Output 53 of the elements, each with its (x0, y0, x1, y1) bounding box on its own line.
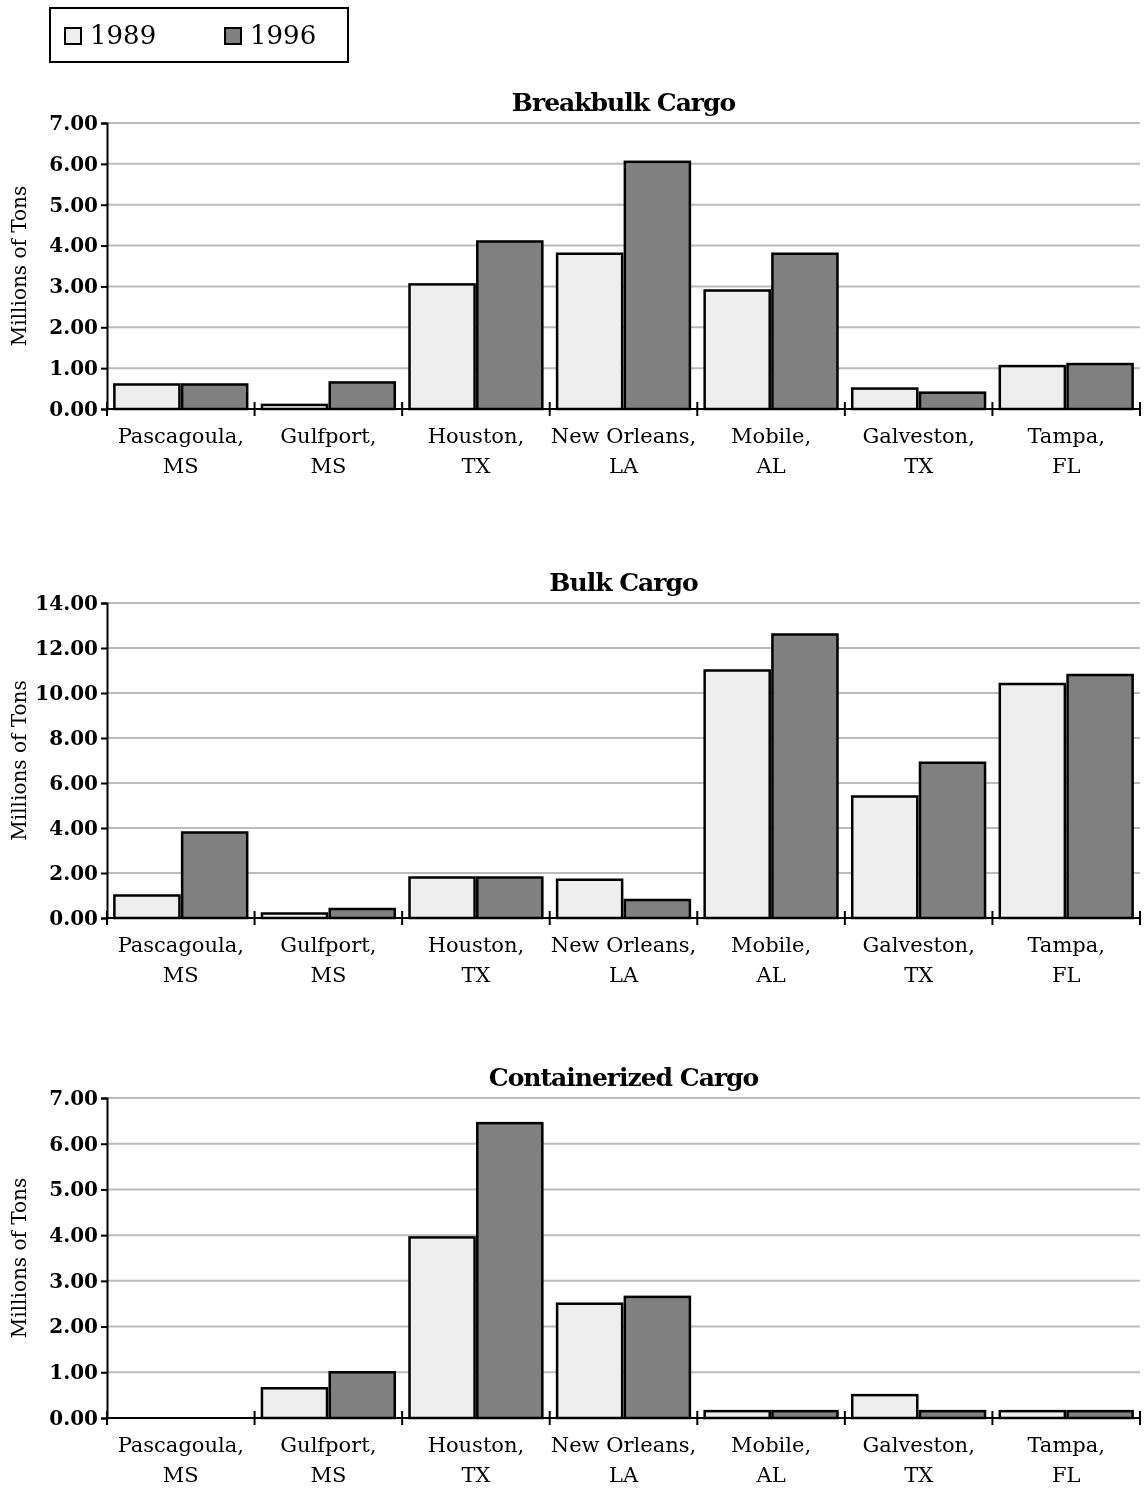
y-tick-label: 4.00 (49, 815, 98, 840)
y-tick-label: 5.00 (49, 192, 98, 217)
y-tick-label: 7.00 (49, 110, 98, 135)
x-tick-label: Houston, TX (427, 933, 525, 987)
y-axis-title: Millions of Tons (7, 185, 31, 347)
y-tick-label: 2.00 (49, 315, 98, 340)
y-tick-label: 6.00 (49, 151, 98, 176)
y-tick-label: 8.00 (49, 725, 98, 750)
y-tick-label: 0.00 (49, 905, 98, 930)
x-tick-label: Gulfport, MS (280, 1433, 377, 1487)
x-tick-label: Tampa, FL (1027, 424, 1105, 478)
x-tick-label: Mobile, AL (731, 424, 812, 478)
y-tick-label: 12.00 (35, 635, 98, 660)
x-tick-label: Galveston, TX (862, 1433, 975, 1487)
x-tick-label: Pascagoula, MS (117, 424, 244, 478)
x-tick-label: Tampa, FL (1027, 1433, 1105, 1487)
y-axis-title: Millions of Tons (7, 680, 31, 841)
x-tick-label: Tampa, FL (1027, 933, 1105, 987)
y-tick-label: 0.00 (49, 1405, 98, 1430)
y-tick-label: 6.00 (49, 770, 98, 795)
y-axis-title: Millions of Tons (7, 1177, 31, 1339)
y-tick-label: 0.00 (49, 396, 98, 421)
x-tick-label: Houston, TX (427, 1433, 525, 1487)
chart-title: Breakbulk Cargo (511, 88, 736, 117)
x-tick-label: Mobile, AL (731, 1433, 812, 1487)
y-tick-label: 1.00 (49, 356, 98, 381)
x-tick-label: Houston, TX (427, 424, 525, 478)
y-tick-label: 4.00 (49, 233, 98, 258)
legend-label: 1996 (250, 20, 317, 50)
x-tick-label: New Orleans, LA (550, 424, 697, 478)
y-tick-label: 14.00 (35, 590, 98, 615)
x-tick-label: Galveston, TX (862, 424, 975, 478)
y-tick-label: 6.00 (49, 1131, 98, 1156)
y-tick-label: 7.00 (49, 1085, 98, 1110)
y-tick-label: 10.00 (35, 680, 98, 705)
chart-title: Bulk Cargo (549, 568, 698, 597)
y-tick-label: 4.00 (49, 1223, 98, 1248)
chart-title: Containerized Cargo (488, 1063, 759, 1092)
x-tick-label: Mobile, AL (731, 933, 812, 987)
x-tick-label: Pascagoula, MS (117, 1433, 244, 1487)
x-tick-label: Gulfport, MS (280, 933, 377, 987)
y-tick-label: 5.00 (49, 1177, 98, 1202)
y-tick-label: 3.00 (49, 274, 98, 299)
x-tick-label: Galveston, TX (862, 933, 975, 987)
y-tick-label: 2.00 (49, 860, 98, 885)
x-tick-label: Gulfport, MS (280, 424, 377, 478)
legend-label: 1989 (90, 20, 157, 50)
y-tick-label: 3.00 (49, 1268, 98, 1293)
y-tick-label: 1.00 (49, 1360, 98, 1385)
y-tick-label: 2.00 (49, 1314, 98, 1339)
x-tick-label: New Orleans, LA (550, 1433, 697, 1487)
x-tick-label: New Orleans, LA (550, 933, 697, 987)
x-tick-label: Pascagoula, MS (117, 933, 244, 987)
